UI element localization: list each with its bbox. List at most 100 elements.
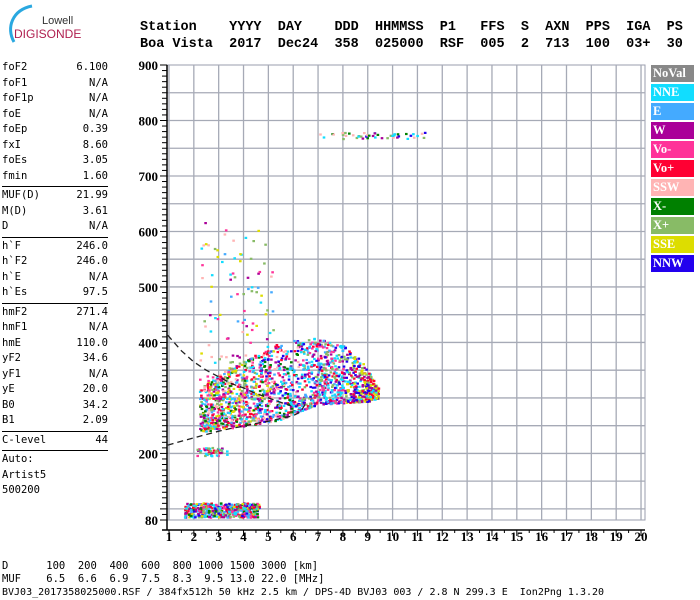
echo-point	[362, 363, 365, 366]
echo-point	[212, 425, 216, 428]
echo-point	[266, 345, 270, 348]
echo-point	[240, 390, 244, 393]
param-row-hme: hmE 110.0	[2, 337, 108, 352]
echo-point	[192, 509, 196, 512]
echo-point	[204, 410, 207, 413]
echo-point	[299, 351, 303, 354]
echo-point	[265, 390, 269, 393]
echo-point	[250, 397, 254, 401]
echo-point	[270, 392, 273, 395]
echo-point	[216, 405, 220, 408]
echo-point	[241, 512, 245, 516]
echo-point	[253, 512, 257, 515]
echo-point	[218, 452, 222, 455]
echo-point	[256, 508, 260, 511]
echo-point	[349, 401, 352, 404]
echo-point	[194, 508, 198, 511]
echo-point	[260, 356, 264, 359]
echo-point	[207, 344, 211, 347]
echo-point	[324, 390, 327, 393]
echo-point	[218, 427, 221, 430]
echo-point	[287, 378, 291, 381]
echo-point	[248, 506, 252, 510]
echo-point	[189, 514, 193, 518]
echo-point	[242, 425, 246, 428]
echo-point	[211, 414, 214, 417]
echo-point	[229, 390, 233, 393]
echo-point	[339, 378, 343, 381]
echo-point	[325, 401, 328, 404]
echo-point	[252, 507, 255, 510]
echo-point	[302, 343, 306, 346]
echo-point	[228, 510, 231, 513]
echo-point	[261, 375, 264, 378]
divider	[2, 450, 108, 451]
y-tick-label: 500	[139, 280, 159, 295]
echo-point	[202, 447, 206, 450]
echo-point	[212, 451, 215, 454]
echo-point	[336, 391, 340, 394]
echo-point	[338, 360, 341, 363]
echo-point	[362, 388, 365, 392]
param-row-fof1: foF1 N/A	[2, 77, 108, 92]
echo-point	[276, 383, 279, 387]
echo-point	[234, 369, 238, 373]
echo-point	[305, 403, 308, 406]
echo-point	[308, 402, 312, 405]
echo-point	[323, 368, 326, 371]
x-tick-label: 13	[461, 529, 475, 544]
echo-point	[273, 389, 277, 392]
echo-point	[348, 373, 351, 376]
echo-point	[241, 321, 245, 324]
param-row-d: D N/A	[2, 220, 108, 235]
echo-point	[317, 371, 321, 374]
echo-point	[280, 344, 283, 347]
echo-point	[202, 398, 206, 401]
echo-point	[360, 392, 363, 395]
echo-point	[276, 366, 279, 369]
echo-point	[307, 351, 310, 354]
echo-point	[211, 388, 214, 391]
x-tick-label: 9	[364, 529, 371, 544]
echo-point	[268, 351, 271, 354]
echo-point	[205, 512, 208, 515]
echo-point	[199, 359, 203, 362]
echo-point	[266, 350, 270, 353]
echo-point	[341, 133, 345, 136]
echo-point	[239, 506, 243, 509]
echo-point	[277, 364, 281, 367]
echo-point	[301, 409, 304, 412]
echo-point	[244, 369, 247, 372]
echo-point	[190, 510, 193, 513]
echo-point	[330, 344, 333, 347]
echo-point	[244, 413, 247, 416]
echo-point	[302, 359, 305, 362]
echo-point	[235, 418, 239, 421]
echo-point	[244, 384, 248, 387]
echo-point	[297, 344, 300, 347]
param-value: N/A	[89, 92, 108, 104]
echo-point	[231, 370, 235, 373]
echo-point	[323, 392, 327, 395]
echo-point	[227, 371, 231, 374]
echo-point	[340, 391, 344, 395]
echo-point	[206, 382, 210, 385]
echo-point	[256, 506, 259, 509]
echo-point	[359, 377, 362, 380]
echo-point	[214, 426, 217, 429]
echo-point	[284, 381, 288, 385]
model-trace	[167, 334, 291, 407]
echo-point	[367, 394, 370, 397]
header-labels: Station YYYY DAY DDD HHMMSS P1 FFS S AXN…	[140, 20, 699, 35]
echo-point	[329, 399, 332, 402]
echo-point	[244, 504, 247, 507]
echo-point	[227, 373, 230, 376]
echo-point	[207, 428, 210, 431]
echo-point	[255, 291, 258, 294]
echo-point	[226, 382, 229, 385]
echo-point	[301, 404, 304, 408]
echo-point	[358, 363, 362, 366]
echo-point	[201, 402, 204, 405]
echo-point	[248, 370, 251, 373]
